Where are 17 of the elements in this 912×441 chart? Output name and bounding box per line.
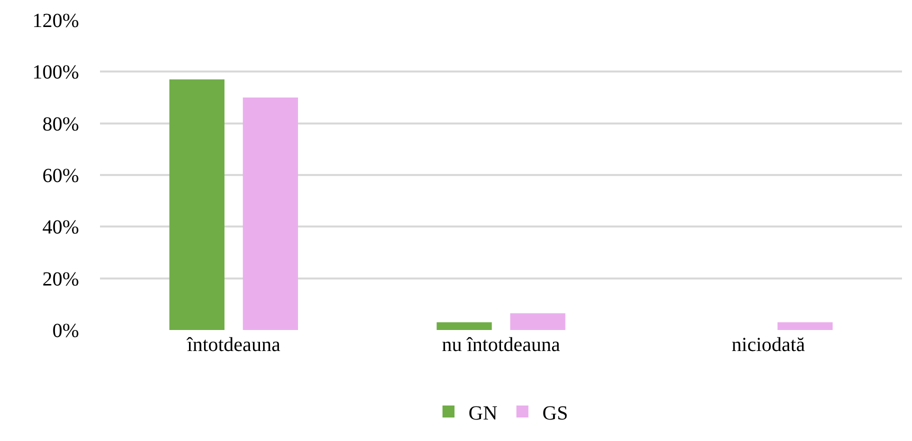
x-tick-label: întotdeauna [186, 334, 280, 356]
bar [169, 79, 224, 330]
bar [436, 322, 492, 330]
y-tick-label: 0% [52, 320, 79, 342]
x-tick-label: nu întotdeauna [442, 334, 560, 356]
y-tick-label: 40% [42, 216, 79, 239]
y-tick-label: 60% [42, 165, 79, 187]
x-tick-label: niciodată [732, 334, 806, 356]
y-tick-label: 80% [42, 113, 79, 136]
bar [778, 322, 833, 330]
legend-label: GS [542, 402, 568, 424]
y-tick-label: 20% [42, 268, 79, 290]
y-tick-label: 100% [32, 62, 79, 84]
bar [242, 98, 298, 330]
y-tick-label: 120% [32, 10, 79, 32]
legend-label: GN [468, 402, 498, 424]
bar [510, 313, 566, 330]
